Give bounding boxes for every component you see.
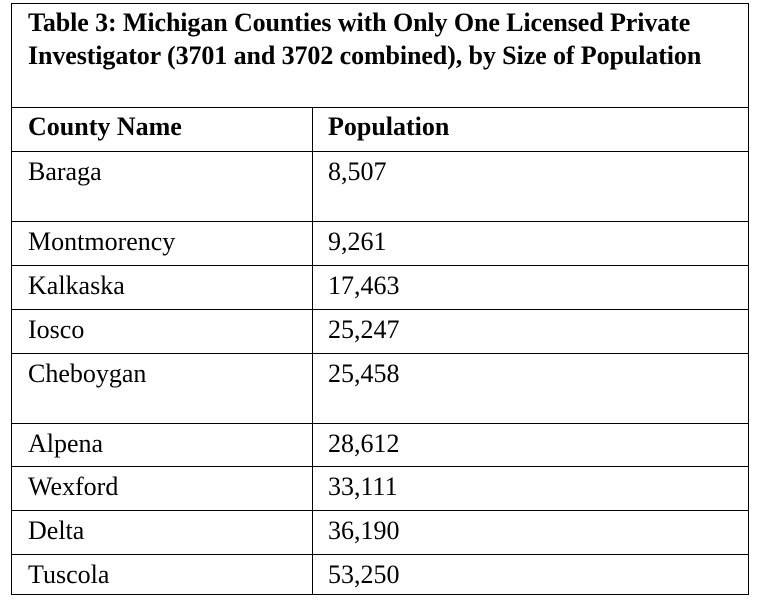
table-title: Table 3: Michigan Counties with Only One… bbox=[12, 4, 748, 108]
population-cell: 17,463 bbox=[328, 271, 400, 300]
table-header-row: County Name Population bbox=[12, 108, 748, 152]
county-cell: Baraga bbox=[12, 152, 313, 221]
county-cell: Kalkaska bbox=[12, 266, 313, 309]
population-cell: 28,612 bbox=[328, 429, 400, 458]
county-cell: Wexford bbox=[12, 467, 313, 510]
table-row: Baraga 8,507 bbox=[12, 152, 748, 222]
population-cell: 9,261 bbox=[328, 227, 387, 256]
county-population-table: Table 3: Michigan Counties with Only One… bbox=[11, 3, 749, 595]
county-cell: Iosco bbox=[12, 310, 313, 353]
population-cell: 25,458 bbox=[328, 359, 400, 388]
column-header-county-name: County Name bbox=[12, 108, 313, 151]
table-row: Montmorency 9,261 bbox=[12, 222, 748, 266]
table-row: Alpena 28,612 bbox=[12, 424, 748, 467]
table-row: Iosco 25,247 bbox=[12, 310, 748, 354]
population-cell: 8,507 bbox=[328, 157, 387, 186]
table-row: Wexford 33,111 bbox=[12, 467, 748, 511]
table-row: Delta 36,190 bbox=[12, 511, 748, 555]
table-row: Cheboygan 25,458 bbox=[12, 354, 748, 424]
table-row: Tuscola 53,250 bbox=[12, 555, 748, 594]
county-cell: Tuscola bbox=[12, 555, 313, 594]
county-cell: Montmorency bbox=[12, 222, 313, 265]
column-header-population: Population bbox=[328, 112, 450, 141]
county-cell: Alpena bbox=[12, 424, 313, 466]
county-cell: Cheboygan bbox=[12, 354, 313, 423]
population-cell: 25,247 bbox=[328, 315, 400, 344]
population-cell: 53,250 bbox=[328, 560, 400, 589]
county-cell: Delta bbox=[12, 511, 313, 554]
table-row: Kalkaska 17,463 bbox=[12, 266, 748, 310]
population-cell: 33,111 bbox=[328, 472, 398, 501]
population-cell: 36,190 bbox=[328, 516, 400, 545]
